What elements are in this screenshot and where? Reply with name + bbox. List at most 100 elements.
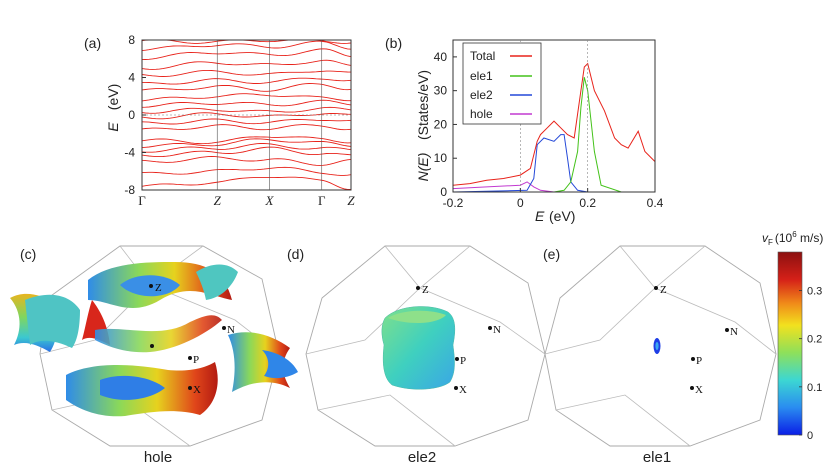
legend-label-total: Total — [470, 49, 495, 63]
z-label-d: Z — [422, 284, 429, 296]
band-line — [141, 166, 352, 176]
surface-title-ele1: ele1 — [643, 449, 671, 466]
panel-label-e: (e) — [543, 246, 560, 262]
ele2-pocket — [381, 306, 456, 390]
legend-label-ele2: ele2 — [470, 88, 493, 102]
hole-sheet-right-curl — [262, 350, 298, 379]
band-ytick-label: 0 — [128, 108, 135, 122]
dos-plot-frame — [452, 39, 656, 193]
ele1-fermi-surface: Z N P X — [544, 245, 777, 447]
n-label-c: N — [227, 324, 235, 336]
bz-outline-e — [544, 245, 777, 447]
ele1-pocket-core — [655, 342, 659, 350]
dos-xtick-label: 0 — [517, 196, 524, 210]
z-dot-d — [416, 286, 420, 290]
band-line — [141, 69, 352, 77]
band-line — [142, 77, 352, 85]
dos-xtick-label: -0.2 — [443, 196, 464, 210]
band-ytick-label: -4 — [124, 146, 135, 160]
band-line — [141, 93, 351, 102]
panel-label-b: (b) — [385, 35, 402, 51]
ele2-fermi-surface: Z N P X — [305, 245, 546, 447]
bz-inner-d3 — [317, 394, 456, 447]
colorbar-tick-label: 0.1 — [807, 382, 822, 394]
band-line — [141, 59, 352, 70]
band-line — [141, 146, 352, 158]
dos-ylabel-symbol: N(E) — [415, 153, 431, 182]
colorbar-unit-prefix: (10 — [775, 231, 793, 245]
colorbar-exponent: 6 — [792, 230, 797, 239]
band-kpoint-label: Γ — [138, 193, 146, 208]
hole-sheet-left-wing — [25, 294, 80, 348]
hole-sheet-center-band — [95, 315, 222, 353]
colorbar-gradient — [777, 251, 803, 436]
p-dot-d — [455, 357, 459, 361]
panel-label-a: (a) — [84, 35, 101, 51]
band-line — [141, 39, 352, 44]
n-dot-d — [488, 326, 492, 330]
colorbar-tick-label: 0.3 — [807, 286, 822, 298]
bz-outline-c — [39, 245, 280, 447]
legend-label-ele1: ele1 — [470, 69, 493, 83]
x-label-c: X — [193, 384, 201, 396]
p-dot-e — [691, 357, 695, 361]
bz-outline-d — [305, 245, 546, 447]
dos-ytick-label: 0 — [440, 185, 447, 199]
band-ytick-label: 8 — [128, 33, 135, 47]
x-label-d: X — [459, 384, 467, 396]
dos-series-total — [452, 62, 656, 186]
hole-sheet-right-top — [196, 264, 238, 300]
dos-legend: Total ele1 ele2 hole — [462, 42, 542, 125]
colorbar-symbol: v — [762, 231, 769, 245]
colorbar-unit-suffix: m/s) — [797, 231, 824, 245]
dos-series-ele1 — [453, 77, 655, 193]
ele2-pocket-top — [388, 310, 446, 324]
band-line — [141, 138, 352, 149]
dos-xlabel-symbol: E — [535, 208, 545, 224]
p-label-d: P — [460, 355, 466, 367]
colorbar-subscript: F — [768, 238, 773, 247]
band-line — [141, 83, 352, 92]
n-label-e: N — [730, 326, 738, 338]
band-line — [141, 124, 352, 131]
band-kpoint-label: Γ — [318, 193, 326, 208]
x-dot-d — [454, 386, 458, 390]
band-line — [141, 143, 352, 153]
band-kpoint-label: Z — [347, 193, 355, 208]
band-line — [141, 112, 352, 120]
n-dot-c — [222, 326, 226, 330]
band-kpoint-label: X — [265, 193, 275, 208]
bz-inner-e3 — [555, 394, 691, 447]
velocity-colorbar: vF (106 m/s) 0.3 0.2 0.1 0 — [762, 230, 823, 442]
panel-label-c: (c) — [20, 246, 36, 262]
colorbar-ticks: 0.3 0.2 0.1 0 — [799, 286, 822, 442]
hole-fermi-surface: Z N P X — [10, 245, 298, 447]
x-label-e: X — [695, 384, 703, 396]
bz-inner-e — [619, 245, 706, 289]
panel-label-d: (d) — [287, 246, 304, 262]
colorbar-tick-label: 0 — [807, 430, 813, 442]
z-dot-c — [149, 284, 153, 288]
band-line — [141, 106, 352, 114]
colorbar-title: vF (106 m/s) — [762, 230, 823, 247]
band-ytick-label: -8 — [124, 183, 135, 197]
band-line — [141, 118, 352, 125]
legend-label-hole: hole — [470, 107, 493, 121]
x-dot-c — [188, 386, 192, 390]
dos-ytick-label: 40 — [434, 50, 448, 64]
bands-axes: 840-4-8Γ Z X Γ Z — [124, 33, 355, 208]
hole-sheet-bottom-curl — [100, 375, 165, 400]
band-ylabel-symbol: E — [105, 122, 121, 132]
band-line — [141, 176, 351, 190]
bz-inner-d — [384, 245, 471, 289]
dos-ylabel-unit: (States/eV) — [415, 70, 431, 140]
band-line — [141, 136, 352, 145]
band-line — [141, 48, 352, 60]
band-line — [141, 156, 352, 166]
n-dot-e — [725, 328, 729, 332]
bz-inner-e2 — [544, 287, 777, 355]
dos-series-hole — [452, 181, 655, 193]
p-label-e: P — [696, 355, 702, 367]
band-ytick-label: 4 — [128, 71, 135, 85]
